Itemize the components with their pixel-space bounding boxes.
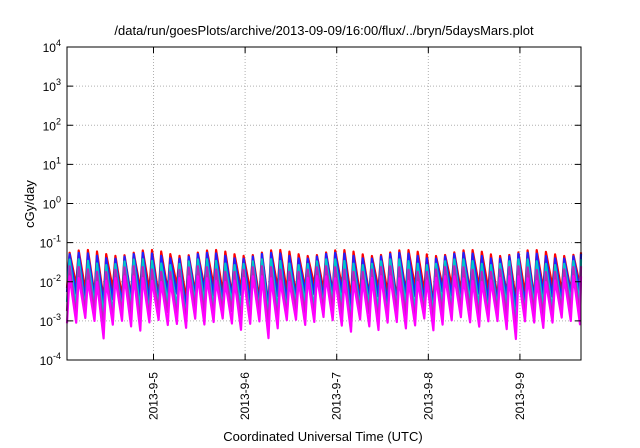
x-tick-label: 2013-9-8 bbox=[421, 372, 435, 420]
y-tick-label: 102 bbox=[43, 116, 61, 133]
x-axis-label: Coordinated Universal Time (UTC) bbox=[223, 429, 422, 444]
y-axis-label: cGy/day bbox=[22, 180, 37, 228]
y-tick-label: 103 bbox=[43, 77, 61, 94]
y-tick-label: 10-1 bbox=[40, 234, 61, 251]
y-tick-label: 10-3 bbox=[40, 312, 61, 329]
x-tick-label: 2013-9-5 bbox=[147, 372, 161, 420]
x-tick-label: 2013-9-7 bbox=[330, 372, 344, 420]
y-tick-label: 101 bbox=[43, 155, 61, 172]
series-line bbox=[65, 275, 583, 341]
y-tick-label: 10-2 bbox=[40, 273, 61, 290]
chart-title: /data/run/goesPlots/archive/2013-09-09/1… bbox=[114, 23, 534, 38]
x-tick-label: 2013-9-9 bbox=[513, 372, 527, 420]
x-tick-label: 2013-9-6 bbox=[238, 372, 252, 420]
y-tick-label: 10-4 bbox=[40, 351, 61, 368]
grid-lines bbox=[67, 47, 581, 360]
series-lines bbox=[65, 248, 583, 341]
axis-ticks: 10-4 10-3 10-2 10-1 100 101 102 103 104 2013-9-5 2… bbox=[40, 38, 581, 420]
y-tick-label: 100 bbox=[43, 195, 61, 212]
y-tick-label: 104 bbox=[43, 38, 61, 55]
